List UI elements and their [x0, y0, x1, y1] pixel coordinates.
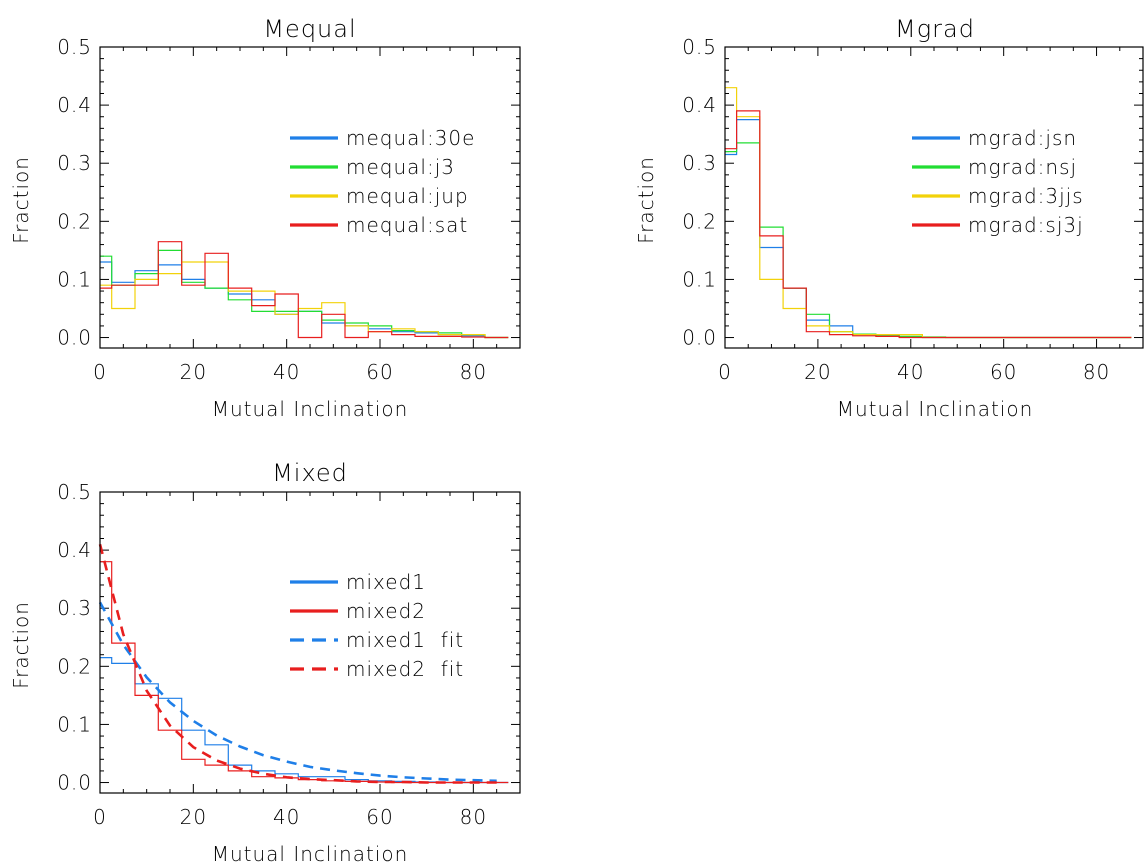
panel-mequal: Mequal Mutual Inclination Fraction 0.0 0.… [9, 15, 521, 421]
x-tick-label: 0 [93, 805, 107, 829]
y-tick-label: 0.5 [57, 35, 92, 59]
x-tick-label: 60 [366, 360, 393, 384]
y-tick-label: 0.2 [57, 654, 92, 678]
x-tick-label: 80 [460, 360, 487, 384]
panel-title: Mequal [263, 15, 356, 43]
x-axis-label: Mutual Inclination [212, 842, 409, 866]
y-tick-label: 0.4 [57, 538, 92, 562]
y-tick-label: 0.3 [57, 151, 92, 175]
y-tick-label: 0.1 [682, 267, 717, 291]
fit-curve-mixed1-fit [98, 601, 497, 783]
legend-label: mequal:sat [346, 213, 468, 237]
histogram-series-mgrad-sj3j [725, 110, 1132, 339]
panel-mixed: Mixed Mutual Inclination Fraction 0.0 0.1… [9, 459, 521, 866]
y-tick-label: 0.0 [57, 326, 92, 350]
plot-frame [99, 46, 521, 349]
x-axis-label: Mutual Inclination [212, 397, 409, 421]
y-tick-label: 0.2 [57, 209, 92, 233]
x-tick-label: 20 [804, 360, 831, 384]
y-tick-label: 0.1 [57, 267, 92, 291]
legend-label: mequal:jup [346, 184, 469, 208]
x-axis-label: Mutual Inclination [837, 397, 1034, 421]
x-tick-label: 0 [718, 360, 732, 384]
legend-label: mgrad:3jjs [968, 184, 1084, 208]
legend-label: mixed1 [346, 570, 426, 594]
legend-label: mgrad:jsn [968, 126, 1077, 150]
x-tick-label: 40 [273, 805, 300, 829]
y-tick-label: 0.4 [682, 93, 717, 117]
y-tick-label: 0.4 [57, 93, 92, 117]
panel-mgrad: Mgrad Mutual Inclination Fraction 0.0 0.1… [634, 15, 1144, 421]
y-axis-label: Fraction [9, 601, 33, 689]
y-tick-label: 0.0 [57, 771, 92, 795]
y-axis-label: Fraction [634, 156, 658, 244]
x-tick-label: 60 [990, 360, 1017, 384]
legend-label: mgrad:nsj [968, 155, 1077, 179]
x-tick-label: 40 [897, 360, 924, 384]
plot-frame [724, 46, 1144, 349]
legend-label: mixed1 fit [346, 628, 464, 652]
histogram-series-mequal-jup [100, 261, 509, 339]
legend-label: mixed2 fit [346, 657, 464, 681]
x-tick-label: 80 [1083, 360, 1110, 384]
y-tick-label: 0.5 [682, 35, 717, 59]
x-tick-label: 20 [180, 360, 207, 384]
y-axis-label: Fraction [9, 156, 33, 244]
fit-curve-mixed2-fit [98, 543, 497, 784]
y-tick-label: 0.2 [682, 209, 717, 233]
legend-label: mixed2 [346, 599, 426, 623]
x-tick-label: 80 [460, 805, 487, 829]
y-tick-label: 0.3 [57, 596, 92, 620]
x-tick-label: 40 [273, 360, 300, 384]
panel-title: Mixed [272, 459, 348, 487]
y-tick-label: 0.1 [57, 712, 92, 736]
histogram-series-mequal-j3 [100, 249, 509, 339]
legend-label: mgrad:sj3j [968, 213, 1084, 237]
x-tick-label: 20 [180, 805, 207, 829]
panel-title: Mgrad [895, 15, 975, 43]
x-tick-label: 60 [366, 805, 393, 829]
y-tick-label: 0.5 [57, 480, 92, 504]
y-tick-label: 0.0 [682, 326, 717, 350]
legend-label: mequal:j3 [346, 155, 455, 179]
plot-frame [99, 491, 521, 794]
histogram-series-mequal-sat [100, 241, 509, 339]
x-tick-label: 0 [93, 360, 107, 384]
legend-label: mequal:30e [346, 126, 475, 150]
y-tick-label: 0.3 [682, 151, 717, 175]
